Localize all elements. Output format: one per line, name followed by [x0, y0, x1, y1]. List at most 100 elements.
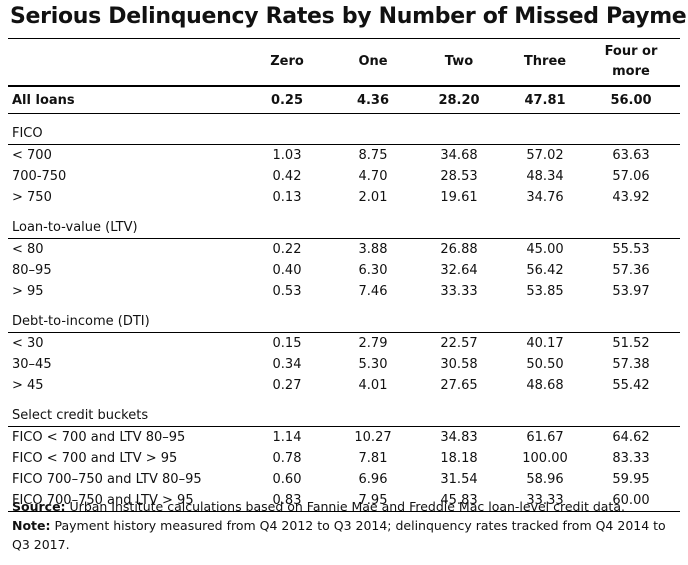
cell: 40.17 [526, 336, 564, 351]
group-title-row: Debt-to-income (DTI) [8, 310, 680, 333]
cell: 48.68 [526, 378, 564, 393]
data-row: FICO < 700 and LTV 80–95 1.14 10.27 34.83 61… [8, 427, 680, 448]
row-label: FICO < 700 and LTV > 95 [12, 451, 178, 466]
cell: 30.58 [440, 357, 478, 372]
row-label: > 750 [12, 190, 52, 205]
row-label: FICO 700–750 and LTV > 95 [12, 493, 194, 508]
cell: 7.81 [358, 451, 388, 466]
column-header: Four or more [604, 44, 658, 79]
cell: 53.85 [526, 284, 564, 299]
cell: 61.67 [526, 430, 564, 445]
cell: 45.00 [526, 242, 564, 257]
source-text: Urban Institute calculations based on Fa… [69, 499, 625, 514]
cell: 0.15 [272, 336, 302, 351]
cell: 48.34 [526, 169, 564, 184]
cell: 57.38 [612, 357, 650, 372]
column-header: Zero [270, 54, 304, 69]
cell: 10.27 [354, 430, 392, 445]
row-label: > 95 [12, 284, 44, 299]
row-label: < 700 [12, 148, 52, 163]
group-title-row: Select credit buckets [8, 404, 680, 427]
title: Serious Delinquency Rates by Number of M… [10, 4, 688, 29]
cell: 0.53 [272, 284, 302, 299]
row-label: All loans [12, 92, 75, 108]
cell: 26.88 [440, 242, 478, 257]
row-label: > 45 [12, 378, 44, 393]
cell: 59.95 [612, 472, 650, 487]
cell: 32.64 [440, 263, 478, 278]
cell: 34.83 [440, 430, 478, 445]
source-label: Source: [12, 499, 66, 514]
note-text: Payment history measured from Q4 2012 to… [12, 518, 666, 552]
cell: 33.33 [526, 493, 564, 508]
cell: 56.00 [610, 92, 652, 108]
source: Source: Urban Institute calculations bas… [12, 497, 672, 516]
group-title: FICO [12, 125, 43, 141]
cell: 5.30 [358, 357, 388, 372]
cell: 34.76 [526, 190, 564, 205]
data-row: 700-750 0.42 4.70 28.53 48.34 57.06 [8, 166, 680, 187]
cell: 33.33 [440, 284, 478, 299]
data-row: 80–95 0.40 6.30 32.64 56.42 57.36 [8, 260, 680, 281]
cell: 4.01 [358, 378, 388, 393]
cell: 0.22 [272, 242, 302, 257]
cell: 57.02 [526, 148, 564, 163]
cell: 6.30 [358, 263, 388, 278]
row-label: FICO < 700 and LTV 80–95 [12, 430, 186, 445]
cell: 55.53 [612, 242, 650, 257]
cell: 28.53 [440, 169, 478, 184]
cell: 63.63 [612, 148, 650, 163]
row-label: < 80 [12, 242, 44, 257]
cell: 4.36 [356, 92, 390, 108]
cell: 1.03 [272, 148, 302, 163]
cell: 7.95 [358, 493, 388, 508]
cell: 100.00 [522, 451, 568, 466]
cell: 56.42 [526, 263, 564, 278]
table: Zero One Two Three Four or more All loans 0.25… [8, 38, 680, 512]
cell: 45.83 [440, 493, 478, 508]
cell: 28.20 [438, 92, 480, 108]
cell: 60.00 [612, 493, 650, 508]
cell: 2.79 [358, 336, 388, 351]
cell: 0.13 [272, 190, 302, 205]
data-row: > 750 0.13 2.01 19.61 34.76 43.92 [8, 187, 680, 208]
all-loans-row: All loans 0.25 4.36 28.20 47.81 56.00 [8, 87, 680, 114]
cell: 3.88 [358, 242, 388, 257]
cell: 7.46 [358, 284, 388, 299]
cell: 57.06 [612, 169, 650, 184]
cell: 0.34 [272, 357, 302, 372]
group-title-row: Loan-to-value (LTV) [8, 216, 680, 239]
data-row: 30–45 0.34 5.30 30.58 50.50 57.38 [8, 354, 680, 375]
data-row: > 45 0.27 4.01 27.65 48.68 55.42 [8, 375, 680, 396]
cell: 43.92 [612, 190, 650, 205]
row-label: 30–45 [12, 357, 52, 372]
cell: 18.18 [440, 451, 478, 466]
column-header: Two [444, 54, 474, 69]
column-header: One [358, 54, 388, 69]
cell: 83.33 [612, 451, 650, 466]
cell: 8.75 [358, 148, 388, 163]
cell: 51.52 [612, 336, 650, 351]
data-row: < 30 0.15 2.79 22.57 40.17 51.52 [8, 333, 680, 354]
data-row: FICO < 700 and LTV > 95 0.78 7.81 18.18 100.… [8, 448, 680, 469]
data-row: < 700 1.03 8.75 34.68 57.02 63.63 [8, 145, 680, 166]
data-row: FICO 700–750 and LTV 80–95 0.60 6.96 31.54 5… [8, 469, 680, 490]
group-title-row: FICO [8, 122, 680, 145]
row-label: 80–95 [12, 263, 52, 278]
cell: 22.57 [440, 336, 478, 351]
data-row: FICO 700–750 and LTV > 95 0.83 7.95 45.83 33… [8, 490, 680, 512]
group-title: Select credit buckets [12, 407, 149, 423]
cell: 0.83 [272, 493, 302, 508]
cell: 47.81 [524, 92, 566, 108]
row-label: < 30 [12, 336, 44, 351]
notes: Source: Urban Institute calculations bas… [12, 497, 672, 554]
cell: 19.61 [440, 190, 478, 205]
cell: 0.60 [272, 472, 302, 487]
cell: 0.27 [272, 378, 302, 393]
group-title: Loan-to-value (LTV) [12, 219, 138, 235]
cell: 58.96 [526, 472, 564, 487]
group-title: Debt-to-income (DTI) [12, 313, 150, 329]
note-label: Note: [12, 518, 51, 533]
cell: 64.62 [612, 430, 650, 445]
row-label: FICO 700–750 and LTV 80–95 [12, 472, 202, 487]
